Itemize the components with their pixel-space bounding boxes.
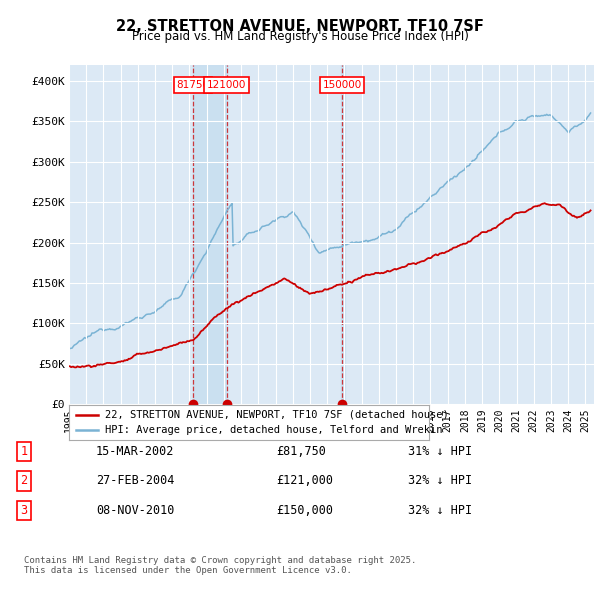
Bar [341, 65, 344, 404]
Text: 150000: 150000 [322, 80, 362, 90]
Text: 2: 2 [20, 474, 28, 487]
Text: 3: 3 [20, 504, 28, 517]
Text: 31% ↓ HPI: 31% ↓ HPI [408, 445, 472, 458]
Bar [193, 65, 227, 404]
Text: 22, STRETTON AVENUE, NEWPORT, TF10 7SF: 22, STRETTON AVENUE, NEWPORT, TF10 7SF [116, 19, 484, 34]
Text: 32% ↓ HPI: 32% ↓ HPI [408, 474, 472, 487]
Text: 15-MAR-2002: 15-MAR-2002 [96, 445, 175, 458]
Text: £150,000: £150,000 [276, 504, 333, 517]
Text: 32% ↓ HPI: 32% ↓ HPI [408, 504, 472, 517]
Text: Contains HM Land Registry data © Crown copyright and database right 2025.
This d: Contains HM Land Registry data © Crown c… [24, 556, 416, 575]
Text: 81750: 81750 [176, 80, 209, 90]
Text: 121000: 121000 [207, 80, 247, 90]
Text: 1: 1 [20, 445, 28, 458]
Text: 27-FEB-2004: 27-FEB-2004 [96, 474, 175, 487]
Text: £81,750: £81,750 [276, 445, 326, 458]
Text: 08-NOV-2010: 08-NOV-2010 [96, 504, 175, 517]
Text: HPI: Average price, detached house, Telford and Wrekin: HPI: Average price, detached house, Telf… [105, 425, 443, 435]
Text: £121,000: £121,000 [276, 474, 333, 487]
Text: 22, STRETTON AVENUE, NEWPORT, TF10 7SF (detached house): 22, STRETTON AVENUE, NEWPORT, TF10 7SF (… [105, 410, 449, 420]
Text: Price paid vs. HM Land Registry's House Price Index (HPI): Price paid vs. HM Land Registry's House … [131, 30, 469, 43]
